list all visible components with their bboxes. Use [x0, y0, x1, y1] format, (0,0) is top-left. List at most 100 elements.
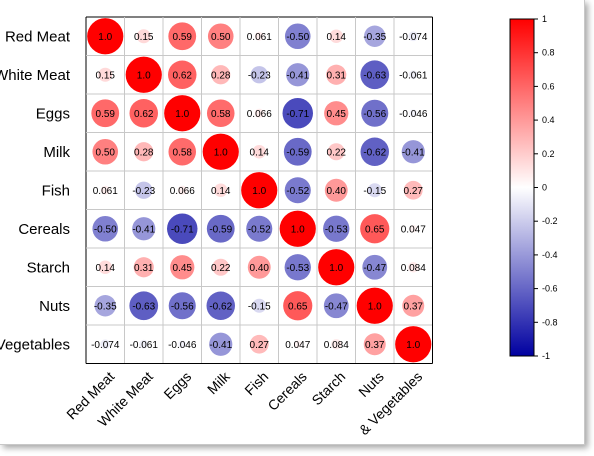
corr-value-label: 0.65 [288, 301, 308, 312]
corr-circle [206, 99, 235, 128]
corr-value-label: 0.37 [404, 301, 424, 312]
corr-circle [279, 210, 316, 247]
corr-circle [213, 183, 228, 198]
corr-circle [402, 294, 425, 317]
corr-value-label: -0.23 [248, 70, 271, 81]
corr-circle [318, 249, 355, 286]
corr-circle [360, 60, 390, 90]
corr-value-label: 0.084 [324, 340, 349, 351]
corr-value-label: 0.40 [327, 186, 347, 197]
colorbar-tick-label: -1 [542, 351, 550, 361]
corr-value-label: 1.0 [252, 186, 266, 197]
corr-circle [206, 291, 235, 320]
corr-circle [252, 298, 267, 313]
corr-value-label: 0.31 [327, 70, 347, 81]
row-label: Red Meat [5, 28, 71, 45]
corr-value-label: 0.084 [401, 263, 426, 274]
corr-value-label: -0.56 [363, 109, 386, 120]
corr-value-label: -0.71 [171, 224, 194, 235]
corr-circle [254, 108, 264, 118]
corr-circle [98, 260, 113, 275]
corr-circle [249, 334, 269, 354]
corr-value-label: 0.58 [173, 147, 193, 158]
corr-circle [323, 215, 350, 242]
corr-value-label: 0.14 [250, 147, 270, 158]
corr-circle [212, 258, 230, 276]
corr-value-label: 1.0 [291, 224, 305, 235]
row-label: Starch [27, 259, 70, 276]
corr-circle [178, 340, 187, 349]
corr-circle [125, 56, 162, 93]
colorbar-ticks: 1 0.8 0.6 0.4 0.2 0 -0.2 -0.4 -0.6 -0.8 -1 [534, 14, 558, 361]
corr-circle [247, 255, 271, 279]
corr-circle [282, 98, 313, 129]
corr-value-label: 0.15 [134, 32, 154, 43]
corr-circle [98, 67, 113, 82]
corr-circle [252, 144, 267, 159]
corr-circle [87, 18, 124, 55]
corr-value-label: -0.061 [130, 340, 159, 351]
column-label: Nuts [355, 368, 387, 400]
corr-value-label: 0.14 [96, 263, 116, 274]
colorbar-tick-label: -0.4 [542, 250, 558, 260]
corr-circle [134, 142, 154, 162]
corr-value-label: 0.28 [211, 70, 231, 81]
corr-value-label: 0.061 [93, 186, 118, 197]
corr-value-label: -0.074 [91, 340, 120, 351]
corr-value-label: -0.52 [248, 224, 271, 235]
corr-value-label: 0.22 [327, 147, 347, 158]
row-label: White Meat [0, 67, 71, 84]
corr-circle [408, 31, 419, 42]
corr-value-label: 1.0 [214, 147, 228, 158]
corr-value-label: -0.52 [286, 186, 309, 197]
corr-circle [100, 185, 110, 195]
corr-circle [363, 333, 386, 356]
corr-circle [250, 66, 268, 84]
corr-circle [401, 140, 425, 164]
corr-value-label: -0.71 [286, 109, 309, 120]
corr-circle [283, 291, 313, 321]
row-label: Eggs [36, 105, 70, 122]
row-label: Milk [43, 144, 70, 161]
corr-circle [129, 99, 158, 128]
row-label: Cereals [18, 221, 70, 238]
corr-circle [409, 109, 418, 118]
row-labels: Red Meat White Meat Eggs Milk Fish Cereals Sta… [0, 28, 71, 353]
corr-circle [326, 64, 347, 85]
corr-circle [167, 213, 198, 244]
corr-value-label: 0.14 [327, 32, 347, 43]
corr-value-label: -0.56 [171, 301, 194, 312]
corr-value-label: 0.27 [250, 340, 270, 351]
row-label: Fish [42, 182, 70, 199]
corr-circle [246, 215, 273, 242]
corr-value-label: 1.0 [368, 301, 382, 312]
corr-circle [284, 254, 311, 281]
corr-value-label: -0.074 [399, 32, 428, 43]
corr-value-label: 0.50 [96, 147, 116, 158]
corr-circle [139, 339, 149, 349]
corr-value-label: 0.28 [134, 147, 154, 158]
column-label: Cereals [264, 368, 309, 413]
colorbar-tick-label: 1 [542, 14, 547, 24]
colorbar-tick-label: 0.6 [542, 81, 555, 91]
corr-value-label: 0.15 [96, 70, 116, 81]
corr-circle [362, 254, 388, 280]
corr-circle [356, 287, 393, 324]
corr-value-label: -0.35 [94, 301, 117, 312]
corr-circle [133, 257, 154, 278]
corr-circle [135, 181, 153, 199]
colorbar [509, 18, 535, 357]
corr-value-label: -0.59 [209, 224, 232, 235]
chart-frame: 1.0 0.15 0.59 0.50 0.061 -0.50 0.14 -0.35 -0.074… [0, 0, 585, 445]
row-label: Nuts [39, 298, 70, 315]
row-label: Vegetables [0, 336, 70, 353]
corr-value-label: 0.62 [173, 70, 193, 81]
corr-circle [211, 65, 231, 85]
corr-circle [164, 95, 201, 132]
corr-value-label: 0.14 [211, 186, 231, 197]
corr-value-label: -0.046 [168, 340, 197, 351]
corr-value-label: 0.40 [250, 263, 270, 274]
corr-circle [100, 339, 111, 350]
corr-circle [168, 60, 197, 89]
colorbar-tick-label: 0.4 [542, 115, 555, 125]
